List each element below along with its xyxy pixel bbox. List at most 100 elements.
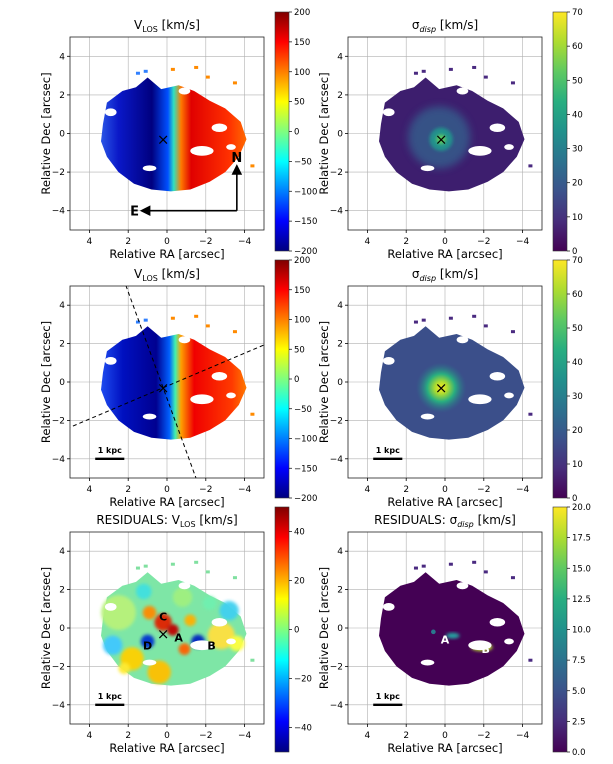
colorbar: 70 60 50 40 30 20 10 0 [552,8,583,257]
annotation-D: D [143,639,152,652]
galaxy-map [379,65,533,192]
colorbar-tick-label: 50 [572,324,583,334]
x-tick-label: 4 [87,731,93,741]
y-tick-label: −4 [52,455,66,465]
colorbar-tick-label: 10.0 [572,626,591,636]
y-tick-label: −2 [52,416,65,426]
colorbar-tick-label: 0 [294,128,299,138]
colorbar-tick-label: −150 [294,217,317,227]
y-tick-label: 4 [59,547,65,557]
x-tick-label: −4 [516,485,530,495]
colorbar-tick-label: 40 [294,528,305,538]
y-tick-label: 4 [337,52,343,62]
colorbar-tick-label: 20 [294,577,305,587]
colorbar-tick-label: 0 [294,375,299,385]
colorbar-tick-label: 30 [572,145,583,155]
colorbar-scale [274,259,290,499]
y-tick-label: −4 [330,455,344,465]
y-tick-label: 4 [337,547,343,557]
y-axis-label: Relative Dec [arcsec] [39,321,53,443]
y-tick-label: −2 [330,168,343,178]
colorbar-tick-label: 70 [572,256,583,266]
colorbar-tick-label: 7.5 [572,656,586,666]
colorbar-tick-label: 60 [572,290,583,300]
x-axis-label: Relative RA [arcsec] [387,741,502,755]
center-marker: × [157,130,170,148]
colorbar-tick-label: −100 [294,187,317,197]
panel-title: σdisp [km/s] [412,267,478,283]
colorbar-tick-label: −50 [294,405,312,415]
x-tick-label: 0 [442,485,448,495]
colorbar-tick-label: 20 [572,426,583,436]
galaxy-map [379,560,533,686]
y-axis-label: Relative Dec [arcsec] [317,72,331,194]
colorbar-tick-label: 200 [294,256,310,266]
x-tick-label: 4 [87,237,93,247]
y-axis-label: Relative Dec [arcsec] [317,321,331,443]
x-tick-label: 0 [442,237,448,247]
y-tick-label: −2 [330,416,343,426]
y-tick-label: 0 [337,378,343,388]
y-axis-label: Relative Dec [arcsec] [317,567,331,689]
y-tick-label: 0 [337,130,343,140]
colorbar-tick-label: −200 [294,247,317,257]
colorbar-tick-label: 100 [294,68,310,78]
scale-bar-label: 1 kpc [376,446,400,455]
colorbar-tick-label: 40 [572,358,583,368]
center-marker: × [435,379,448,397]
y-tick-label: 4 [59,301,65,311]
x-tick-label: −4 [516,731,530,741]
y-axis-label: Relative Dec [arcsec] [39,567,53,689]
colorbar-tick-label: −20 [294,675,312,685]
x-tick-label: 4 [365,237,371,247]
colorbar-tick-label: 40 [572,110,583,120]
x-tick-label: 2 [125,731,131,741]
center-marker: × [157,625,170,643]
y-tick-label: 2 [59,340,65,350]
colorbar-tick-label: 0 [572,247,577,257]
y-tick-label: 2 [59,586,65,596]
x-tick-label: 0 [164,485,170,495]
x-tick-label: 4 [365,485,371,495]
colorbar-tick-label: 70 [572,8,583,18]
colorbar-tick-label: 15.0 [572,564,591,574]
x-tick-label: 4 [365,731,371,741]
y-tick-label: 4 [337,301,343,311]
center-marker: × [435,130,448,148]
galaxy-field [379,572,525,686]
compass-north-label: N [231,151,242,166]
x-tick-label: −2 [477,731,490,741]
y-tick-label: −4 [52,701,66,711]
x-tick-label: −2 [477,485,490,495]
colorbar-tick-label: 17.5 [572,534,591,544]
colorbar-tick-label: 0 [294,626,299,636]
x-tick-label: −4 [516,237,530,247]
colorbar-tick-label: 50 [294,345,305,355]
x-tick-label: 2 [403,485,409,495]
colorbar-tick-label: 150 [294,286,310,296]
annotation-C: C [159,610,167,623]
annotation-B: B [207,639,215,652]
galaxy-field [101,326,247,440]
colorbar-tick-label: 60 [572,42,583,52]
colorbar-tick-label: 5.0 [572,687,586,697]
colorbar: 40 20 0 −20 −40 [274,506,312,753]
y-tick-label: 2 [337,91,343,101]
x-tick-label: −2 [199,485,212,495]
y-tick-label: −2 [330,662,343,672]
colorbar-tick-label: 100 [294,316,310,326]
x-tick-label: 0 [164,237,170,247]
colorbar-scale [274,11,290,252]
colorbar-scale [274,506,290,753]
colorbar-tick-label: 20 [572,179,583,189]
scale-bar-label: 1 kpc [376,692,400,701]
colorbar-tick-label: 50 [294,98,305,108]
colorbar-tick-label: −100 [294,435,317,445]
x-tick-label: 4 [87,485,93,495]
x-tick-label: 0 [164,731,170,741]
center-marker: × [157,379,170,397]
compass-east-label: E [130,205,139,220]
